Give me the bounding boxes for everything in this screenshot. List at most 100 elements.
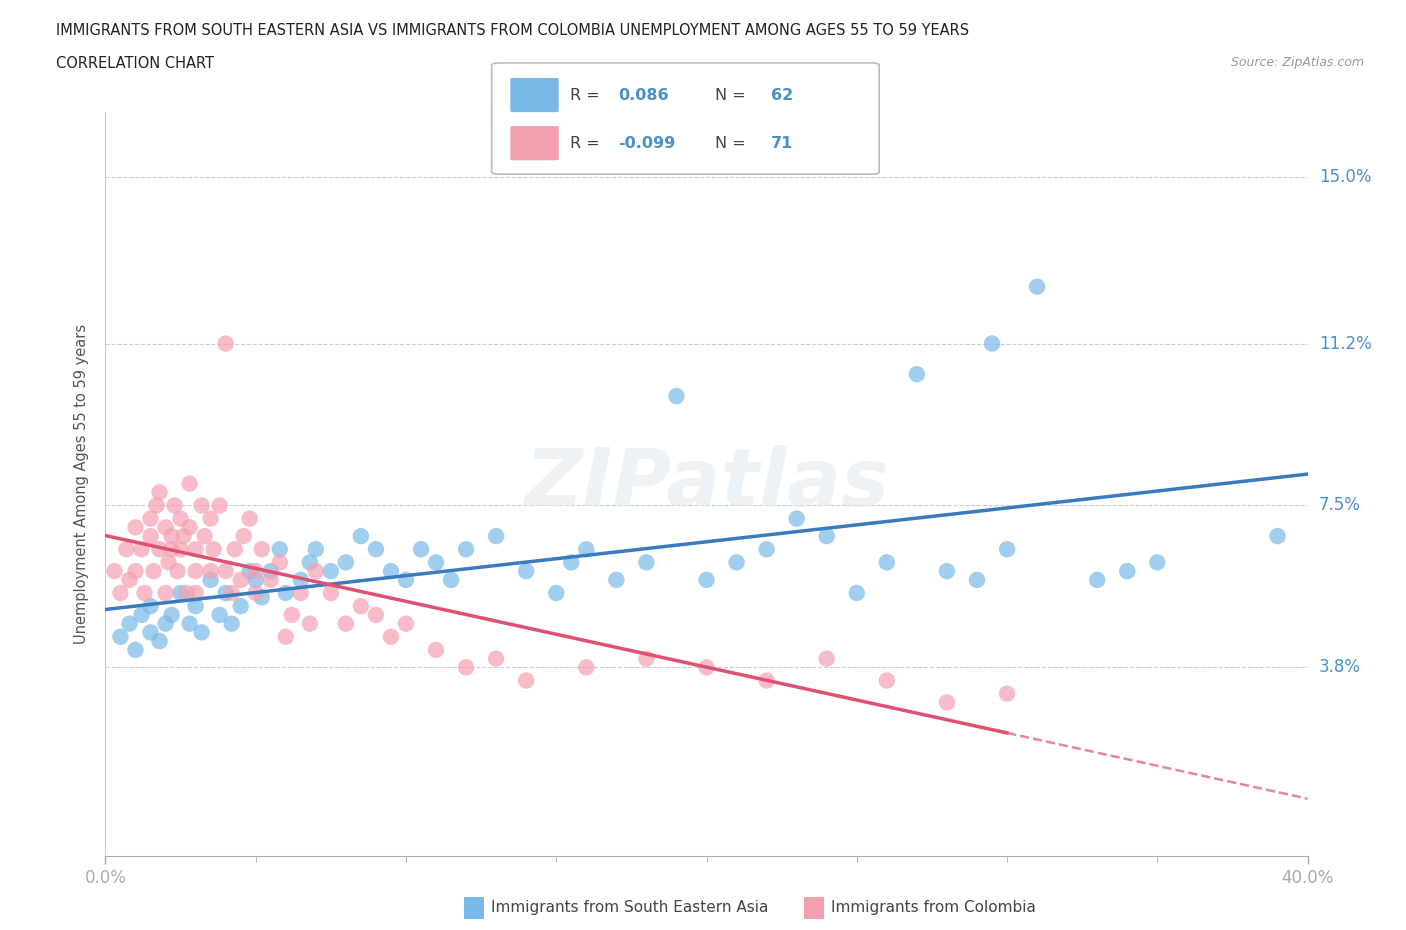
- Point: [290, 573, 312, 588]
- Point: [298, 555, 321, 570]
- Point: [184, 564, 207, 578]
- Point: [936, 695, 959, 710]
- Text: 71: 71: [770, 136, 793, 151]
- Point: [260, 564, 283, 578]
- Point: [145, 498, 167, 513]
- Point: [454, 542, 477, 557]
- Text: N =: N =: [716, 87, 747, 102]
- Point: [155, 586, 177, 601]
- Point: [103, 564, 125, 578]
- Point: [845, 586, 868, 601]
- Y-axis label: Unemployment Among Ages 55 to 59 years: Unemployment Among Ages 55 to 59 years: [75, 324, 90, 644]
- Point: [214, 336, 236, 351]
- Point: [335, 617, 357, 631]
- Point: [155, 520, 177, 535]
- Point: [380, 564, 402, 578]
- FancyBboxPatch shape: [492, 63, 879, 174]
- Point: [169, 512, 191, 526]
- Point: [1026, 279, 1049, 294]
- Text: N =: N =: [716, 136, 747, 151]
- Text: Source: ZipAtlas.com: Source: ZipAtlas.com: [1230, 56, 1364, 69]
- Point: [305, 564, 328, 578]
- Point: [142, 564, 165, 578]
- Point: [179, 476, 201, 491]
- Point: [179, 520, 201, 535]
- Point: [485, 651, 508, 666]
- Point: [319, 564, 342, 578]
- Point: [134, 586, 156, 601]
- Point: [221, 586, 243, 601]
- Point: [269, 542, 291, 557]
- Point: [454, 660, 477, 675]
- Point: [139, 512, 162, 526]
- Point: [546, 586, 568, 601]
- Point: [139, 528, 162, 543]
- Text: 15.0%: 15.0%: [1319, 168, 1371, 186]
- Point: [169, 586, 191, 601]
- Point: [665, 389, 688, 404]
- Point: [250, 590, 273, 604]
- Point: [409, 542, 432, 557]
- Point: [725, 555, 748, 570]
- Point: [221, 617, 243, 631]
- Point: [364, 542, 387, 557]
- Point: [395, 617, 418, 631]
- Point: [239, 512, 262, 526]
- Point: [194, 528, 217, 543]
- Point: [124, 564, 146, 578]
- Point: [208, 607, 231, 622]
- Text: 11.2%: 11.2%: [1319, 335, 1371, 352]
- Point: [696, 573, 718, 588]
- Point: [966, 573, 988, 588]
- Point: [440, 573, 463, 588]
- Point: [298, 617, 321, 631]
- Point: [190, 498, 212, 513]
- Point: [281, 607, 304, 622]
- Point: [184, 586, 207, 601]
- Point: [148, 633, 170, 648]
- Point: [163, 498, 186, 513]
- Point: [696, 660, 718, 675]
- Point: [515, 564, 537, 578]
- Point: [200, 564, 222, 578]
- Point: [139, 599, 162, 614]
- Point: [786, 512, 808, 526]
- Point: [184, 542, 207, 557]
- Text: R =: R =: [569, 136, 600, 151]
- Point: [157, 555, 180, 570]
- Point: [214, 586, 236, 601]
- Point: [179, 617, 201, 631]
- Point: [560, 555, 582, 570]
- Point: [269, 555, 291, 570]
- Point: [755, 673, 778, 688]
- Point: [605, 573, 627, 588]
- Text: 62: 62: [770, 87, 793, 102]
- Point: [155, 617, 177, 631]
- Point: [485, 528, 508, 543]
- Point: [139, 625, 162, 640]
- Point: [232, 528, 254, 543]
- Point: [995, 542, 1018, 557]
- Point: [1085, 573, 1108, 588]
- Point: [110, 630, 132, 644]
- Point: [936, 564, 959, 578]
- Point: [124, 520, 146, 535]
- Point: [202, 542, 225, 557]
- FancyBboxPatch shape: [510, 78, 558, 113]
- Point: [815, 651, 838, 666]
- Point: [425, 643, 447, 658]
- Point: [755, 542, 778, 557]
- Point: [1146, 555, 1168, 570]
- Point: [380, 630, 402, 644]
- Point: [319, 586, 342, 601]
- Point: [245, 573, 267, 588]
- Point: [274, 630, 297, 644]
- Text: 7.5%: 7.5%: [1319, 497, 1361, 514]
- Point: [245, 564, 267, 578]
- Point: [260, 573, 283, 588]
- Point: [876, 673, 898, 688]
- Point: [995, 686, 1018, 701]
- Point: [636, 555, 658, 570]
- Point: [250, 542, 273, 557]
- Point: [160, 528, 183, 543]
